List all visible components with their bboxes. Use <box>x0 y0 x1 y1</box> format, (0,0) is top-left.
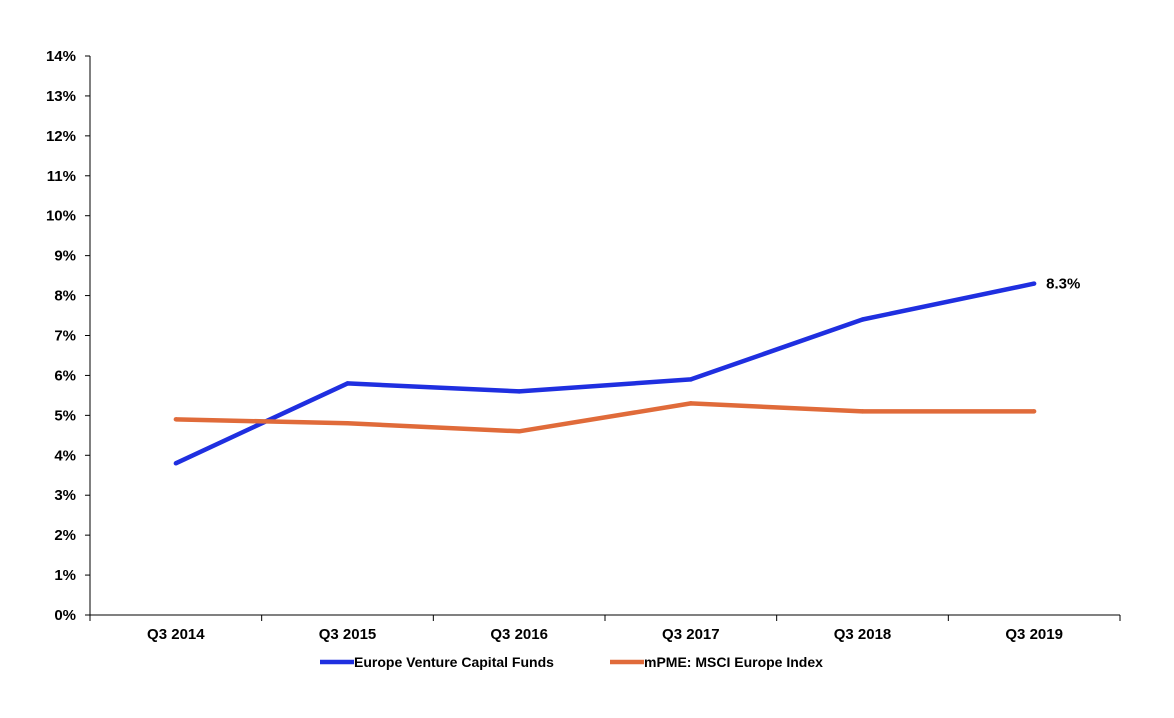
series-1-point <box>516 429 522 434</box>
series-1-point <box>173 417 179 422</box>
y-tick-label: 8% <box>54 288 76 305</box>
y-tick-label: 0% <box>54 607 76 624</box>
y-tick-label: 4% <box>54 447 76 464</box>
x-tick-label: Q3 2017 <box>662 626 720 643</box>
x-tick-label: Q3 2019 <box>1005 626 1063 643</box>
y-tick-label: 12% <box>46 128 76 145</box>
series-0-point <box>860 317 865 322</box>
x-tick-label: Q3 2014 <box>147 626 205 643</box>
series-layer <box>173 281 1037 466</box>
series-line-1 <box>175 401 1035 434</box>
series-1-point <box>345 421 350 426</box>
y-axis: 0% 1% 2% 3% 4% 5% 6% 7% 8% 9% 10% 11% 12% 13% 14% <box>46 48 91 624</box>
y-tick-label: 13% <box>46 88 76 105</box>
y-tick-label: 11% <box>47 168 76 185</box>
series-1-point <box>1031 409 1037 414</box>
y-tick-label: 5% <box>54 407 76 424</box>
series-0-point <box>345 381 350 386</box>
legend-label-1: mPME: MSCI Europe Index <box>644 654 823 670</box>
y-tick-label: 7% <box>54 328 76 345</box>
data-label: 8.3% <box>1046 276 1080 293</box>
x-tick-label: Q3 2016 <box>490 626 548 643</box>
series-1-point <box>688 401 694 406</box>
y-tick-label: 6% <box>54 367 76 384</box>
annotation-layer: 8.3% <box>1046 276 1080 293</box>
series-0-point <box>516 389 522 394</box>
x-tick-label: Q3 2015 <box>319 626 377 643</box>
y-tick-label: 1% <box>54 567 76 584</box>
chart-legend: Europe Venture Capital Funds mPME: MSCI E… <box>320 654 823 670</box>
series-1-point <box>860 409 865 414</box>
series-0-point <box>688 377 694 382</box>
y-tick-label: 9% <box>54 248 76 265</box>
y-tick-label: 10% <box>46 208 76 225</box>
x-axis: Q3 2014 Q3 2015 Q3 2016 Q3 2017 Q3 2018 Q3 20… <box>89 614 1121 643</box>
series-line-0 <box>174 281 1035 466</box>
y-tick-label: 2% <box>54 527 76 544</box>
y-tick-label: 14% <box>46 48 76 65</box>
x-tick-label: Q3 2018 <box>834 626 892 643</box>
series-0-point <box>173 461 179 466</box>
series-0-point <box>1031 281 1037 286</box>
legend-label-0: Europe Venture Capital Funds <box>354 654 554 670</box>
y-tick-label: 3% <box>54 487 76 504</box>
